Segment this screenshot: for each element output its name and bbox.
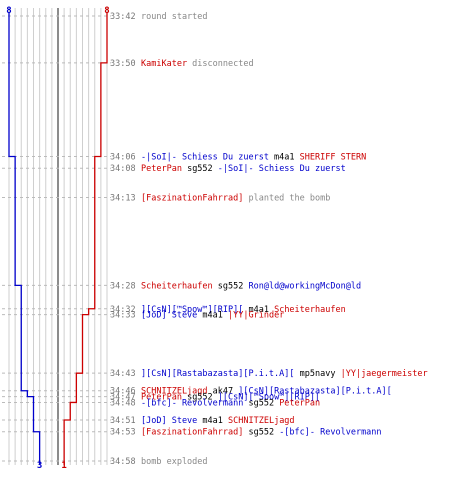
event-text-part: PeterPan [141,164,182,174]
event-text-part: ][CsN][™Spow™][RIP][ [218,393,320,403]
event-time: 34:51 [110,416,136,426]
event-text: -[bfc]- Revolvermann sg552 PeterPan [141,398,320,408]
event-log: 33:42 round started 33:50 KamiKater disconn… [110,12,428,467]
event-text: Scheiterhaufen sg552 Ron@ld@workingMcDon… [141,281,361,291]
event-text-part: sg552 [182,393,218,403]
player-counts: 8 8 3 1 [6,6,109,471]
event-text: -|SoI|- Schiess Du zuerst m4a1 SHERIFF S… [141,153,366,163]
event-text-part: |YY|jaegermeister [341,369,428,379]
event-time: 33:50 [110,59,136,69]
event-text-part: sg552 [243,428,279,438]
event-text-part: -|SoI|- Schiess Du zuerst [218,164,346,174]
event-text-part: -[bfc]- Revolvermann [279,428,381,438]
event-text-part: m4a1 [197,311,228,321]
blue-end-count: 3 [37,461,42,471]
blue-team-count-line [8,12,41,465]
event-text-part: ][CsN][Rastabazasta][P.i.t.A][ [141,369,295,379]
event-time: 34:53 [110,428,136,438]
red-start-count: 8 [104,6,109,16]
event-time: 34:08 [110,164,136,174]
event-text-part: disconnected [187,59,254,69]
event-text-part: [FaszinationFahrrad] [141,428,243,438]
event-text: [FaszinationFahrrad] sg552 -[bfc]- Revol… [141,428,382,438]
event-text: ][CsN][Rastabazasta][P.i.t.A][ mp5navy |… [141,369,428,379]
event-time: 34:28 [110,281,136,291]
event-text: [JoD] Steve m4a1 |YY|Grinder [141,311,284,321]
event-text-part: -|SoI|- Schiess Du zuerst [141,153,269,163]
blue-start-count: 8 [6,6,11,16]
player-count-lines [8,12,108,465]
event-text: round started [141,12,208,22]
event-text-part: PeterPan [279,398,320,408]
event-time: 34:13 [110,194,136,204]
event-text-part: planted the bomb [243,194,330,204]
event-text: KamiKater disconnected [141,59,254,69]
event-text-part: m4a1 [243,305,274,315]
event-time: 34:46 [110,387,136,397]
event-text-part: ak47 [208,387,239,397]
event-time: 34:06 [110,153,136,163]
event-text: bomb exploded [141,457,208,467]
event-text: PeterPan sg552 ][CsN][™Spow™][RIP][ [141,393,320,403]
event-time: 34:33 [110,311,136,321]
event-text-part: |YY|Grinder [228,311,284,321]
event-text-part: Ron@ld@workingMcDon@ld [248,281,361,291]
event-text-part: KamiKater [141,59,187,69]
event-text-part: -[bfc]- Revolvermann [141,398,243,408]
chart-grid [8,8,108,465]
event-text-part: Scheiterhaufen [141,281,213,291]
event-time: 34:47 [110,393,136,403]
event-time: 34:48 [110,398,136,408]
event-text-part: SCHNITZELjagd [141,387,208,397]
event-text-part: m4a1 [197,416,228,426]
event-guide-lines [2,15,111,462]
event-text-part: [JoD] Steve [141,311,197,321]
event-text-part: sg552 [182,164,218,174]
event-text-part: mp5navy [295,369,341,379]
event-text-part: [FaszinationFahrrad] [141,194,243,204]
event-time: 34:58 [110,457,136,467]
event-text: ][CsN][™Spow™][RIP][ m4a1 Scheiterhaufen [141,305,346,315]
event-time: 34:43 [110,369,136,379]
event-text-part: bomb exploded [141,457,208,467]
red-team-count-line [63,12,108,465]
event-text-part: round started [141,12,208,22]
event-text: SCHNITZELjagd ak47 ][CsN][Rastabazasta][… [141,387,392,397]
event-text-part: Scheiterhaufen [274,305,346,315]
event-text: PeterPan sg552 -|SoI|- Schiess Du zuerst [141,164,346,174]
event-text-part: sg552 [243,398,279,408]
event-text-part: m4a1 [269,153,300,163]
event-text-part: sg552 [213,281,249,291]
event-text-part: ][CsN][™Spow™][RIP][ [141,305,243,315]
event-text: [JoD] Steve m4a1 SCHNITZELjagd [141,416,295,426]
event-text-part: PeterPan [141,393,182,403]
event-text-part: SCHNITZELjagd [228,416,295,426]
event-time: 33:42 [110,12,136,22]
event-time: 34:32 [110,305,136,315]
event-text-part: [JoD] Steve [141,416,197,426]
event-text-part: ][CsN][Rastabazasta][P.i.t.A][ [238,387,392,397]
event-text-part: SHERIFF STERN [300,153,367,163]
event-text: [FaszinationFahrrad] planted the bomb [141,194,330,204]
red-end-count: 1 [61,461,66,471]
